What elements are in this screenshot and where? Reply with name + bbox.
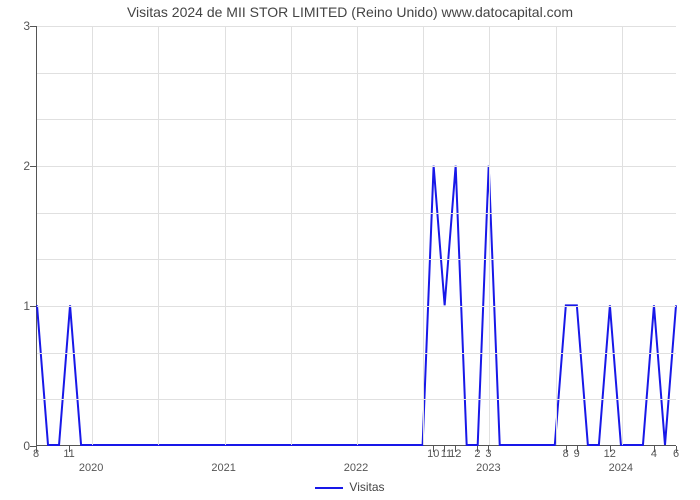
- visits-line-chart: Visitas 2024 de MII STOR LIMITED (Reino …: [0, 0, 700, 500]
- gridline-v: [225, 26, 226, 445]
- x-tick-label: 4: [651, 448, 657, 460]
- y-tick-mark: [30, 26, 36, 27]
- gridline-v: [489, 26, 490, 445]
- y-tick-label: 0: [6, 439, 30, 453]
- x-tick-label: 2: [474, 448, 480, 460]
- x-year-label: 2020: [79, 462, 103, 474]
- y-tick-label: 1: [6, 299, 30, 313]
- x-tick-label: 12: [604, 448, 616, 460]
- x-tick-label: 8: [563, 448, 569, 460]
- x-year-label: 2021: [211, 462, 235, 474]
- y-tick-label: 3: [6, 19, 30, 33]
- gridline-v: [556, 26, 557, 445]
- chart-title: Visitas 2024 de MII STOR LIMITED (Reino …: [0, 4, 700, 20]
- x-year-label: 2023: [476, 462, 500, 474]
- x-tick-label: 9: [574, 448, 580, 460]
- gridline-v: [92, 26, 93, 445]
- y-tick-mark: [30, 166, 36, 167]
- gridline-v: [158, 26, 159, 445]
- x-tick-label: 6: [673, 448, 679, 460]
- plot-area: [36, 26, 676, 446]
- x-tick-label: 3: [485, 448, 491, 460]
- y-tick-mark: [30, 306, 36, 307]
- gridline-v: [291, 26, 292, 445]
- x-tick-label: 12: [449, 448, 461, 460]
- y-tick-label: 2: [6, 159, 30, 173]
- gridline-v: [622, 26, 623, 445]
- legend-swatch: [315, 487, 343, 489]
- x-year-label: 2024: [609, 462, 633, 474]
- legend: Visitas: [0, 480, 700, 494]
- x-year-label: 2022: [344, 462, 368, 474]
- x-tick-label: 8: [33, 448, 39, 460]
- x-tick-label: 11: [63, 448, 74, 460]
- legend-label: Visitas: [349, 480, 384, 494]
- gridline-v: [357, 26, 358, 445]
- x-tick-label: 10: [427, 448, 439, 460]
- gridline-v: [423, 26, 424, 445]
